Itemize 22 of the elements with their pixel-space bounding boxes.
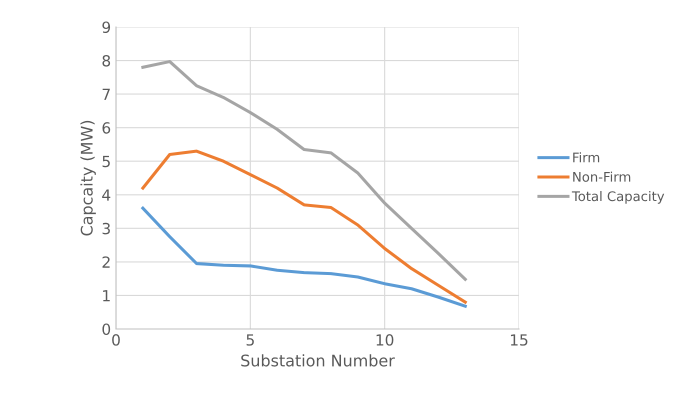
y-tick-label: 3 — [102, 222, 110, 234]
y-tick-label: 6 — [102, 122, 110, 134]
x-tick-label: 15 — [510, 334, 528, 346]
y-axis-title: Capcaity (MW) — [80, 120, 96, 236]
y-tick-label: 7 — [102, 88, 110, 100]
y-tick-label: 5 — [102, 156, 110, 168]
x-tick-label: 0 — [112, 334, 120, 346]
line-series — [141, 60, 467, 281]
y-tick-label: 9 — [102, 21, 110, 34]
line-series — [141, 206, 467, 308]
x-axis-title: Substation Number — [241, 354, 395, 367]
y-tick-label: 4 — [102, 189, 110, 201]
legend-label: Non-Firm — [573, 172, 630, 182]
y-tick-label: 2 — [102, 256, 110, 268]
legend-label: Total Capacity — [572, 190, 664, 204]
x-tick-label: 10 — [376, 334, 394, 346]
x-tick-label: 5 — [246, 334, 254, 346]
y-tick-label: 8 — [102, 55, 110, 67]
line-series — [141, 150, 467, 304]
y-tick-label: 0 — [102, 323, 110, 336]
legend-label: Firm — [573, 152, 600, 162]
y-tick-label: 1 — [103, 290, 110, 302]
